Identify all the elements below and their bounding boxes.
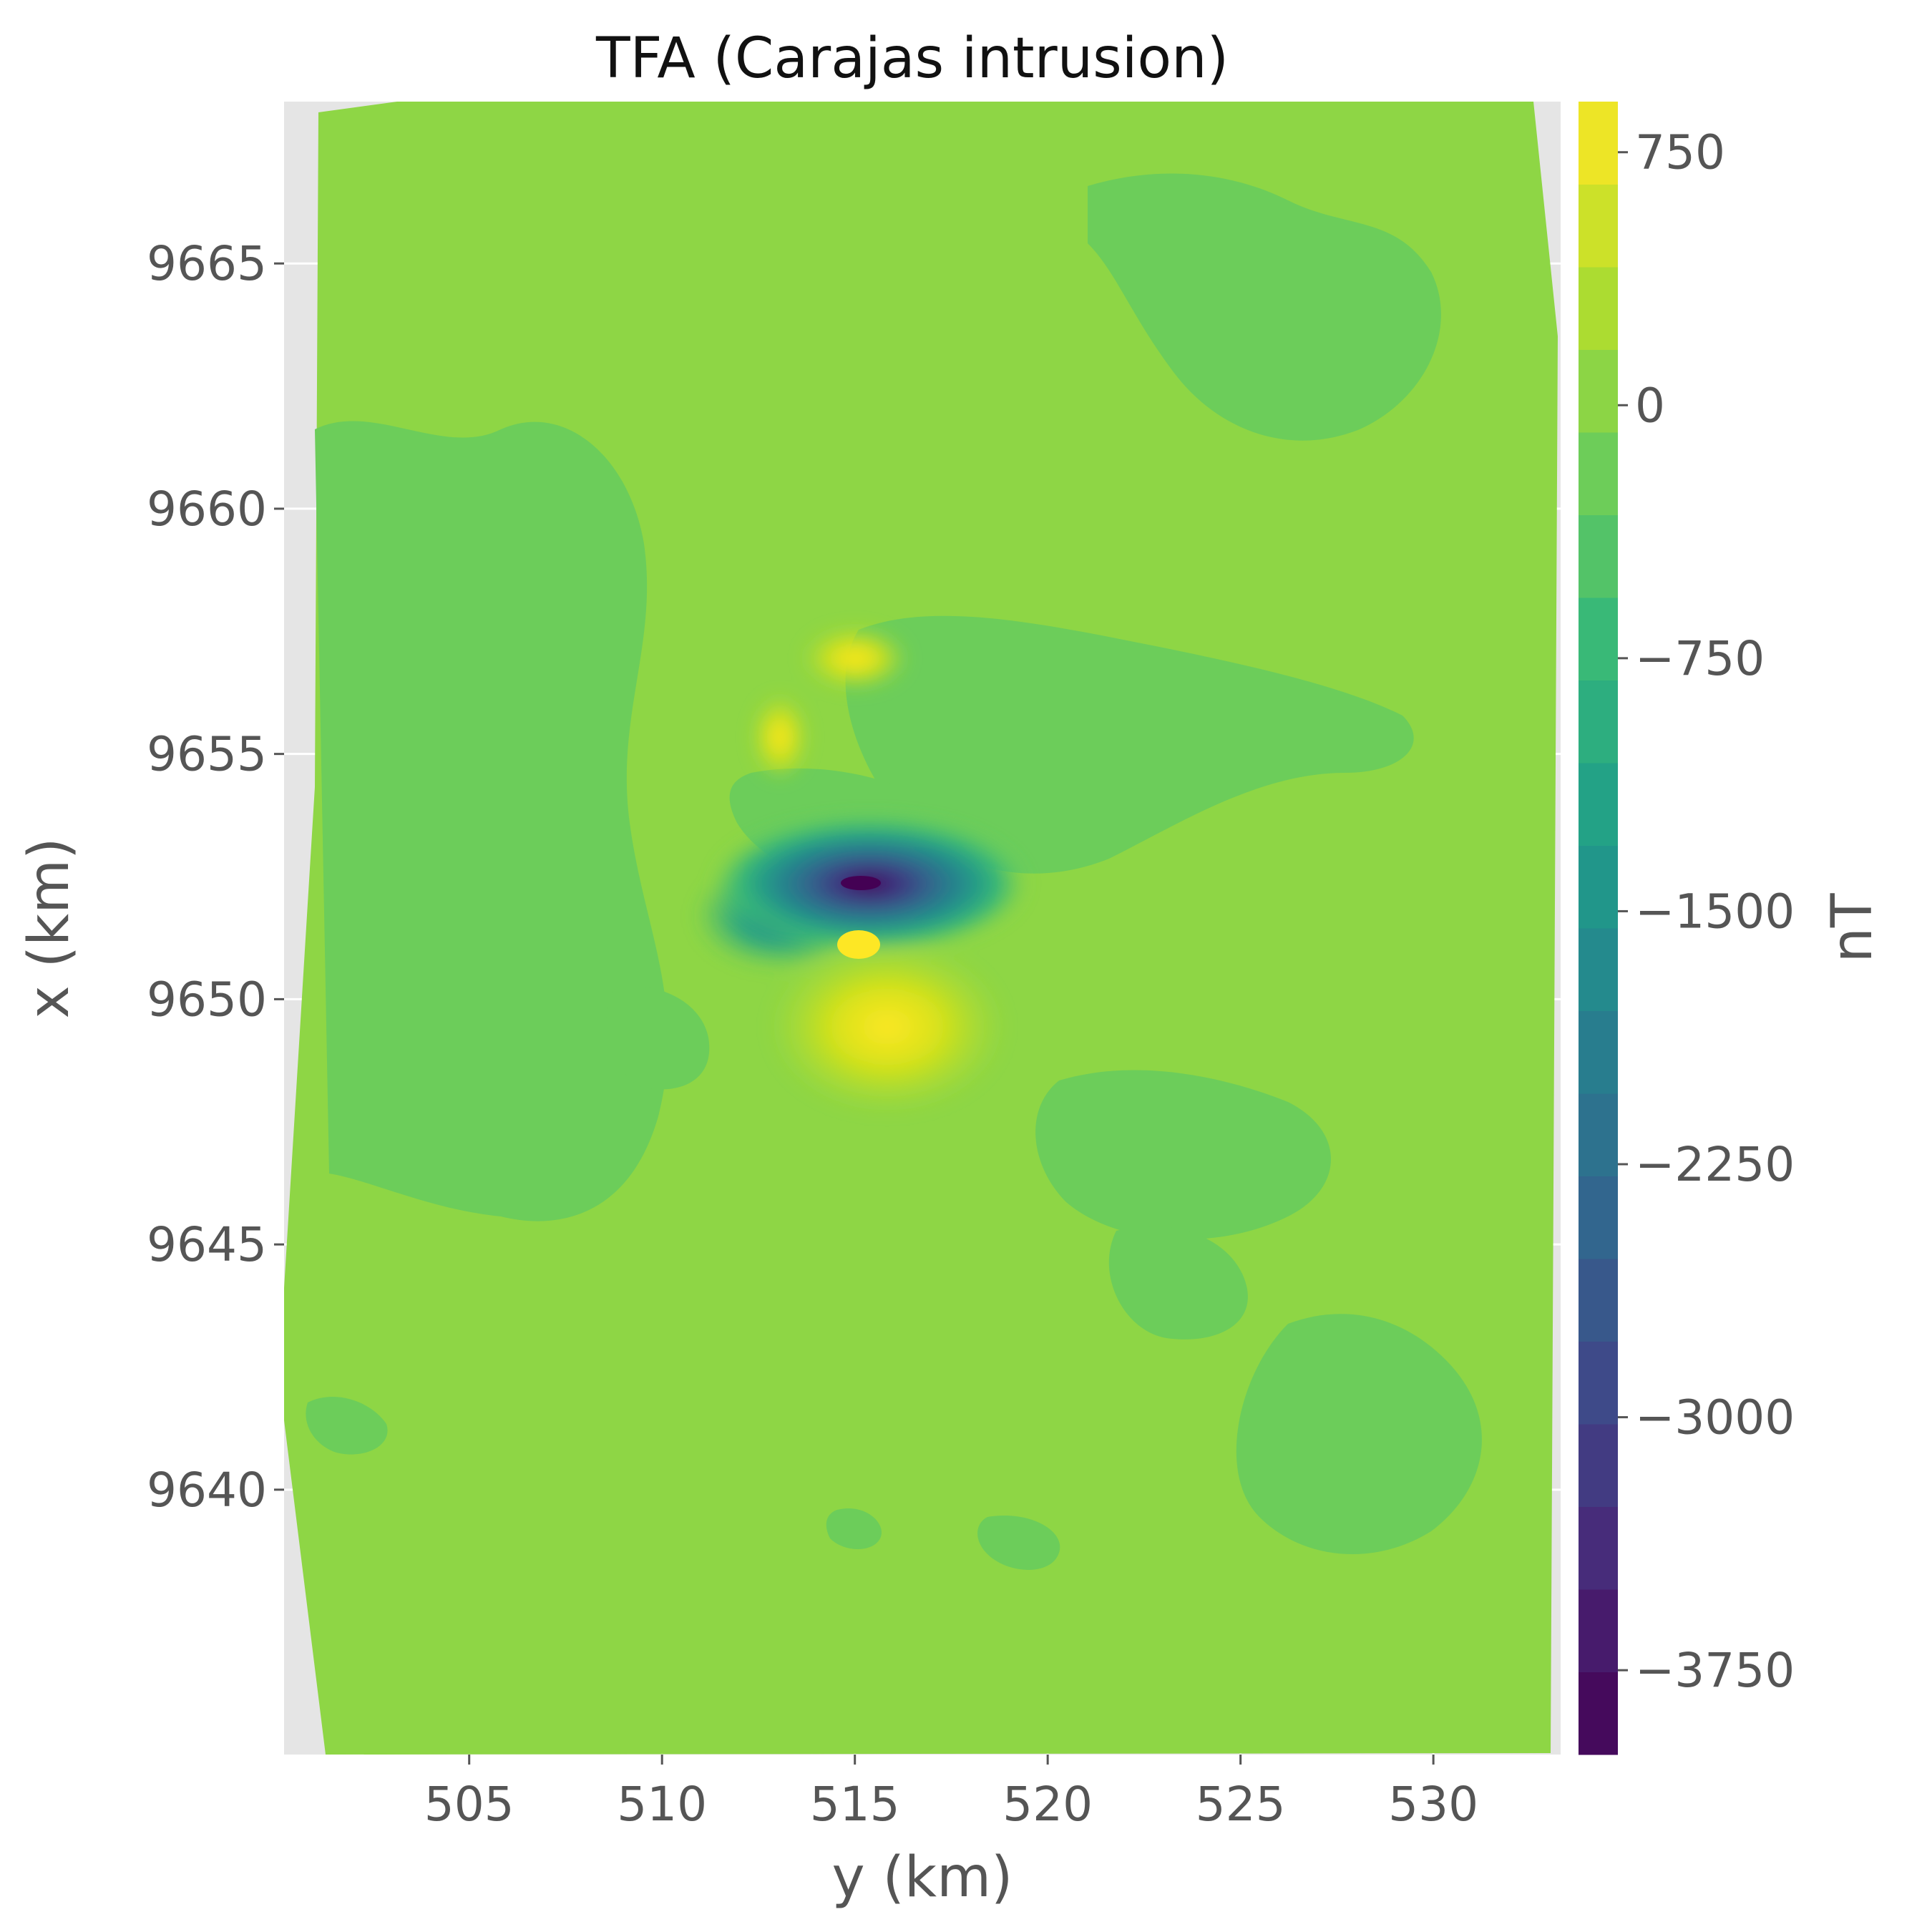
y-tick-label: 9655 — [147, 727, 267, 782]
colorbar-level — [1579, 845, 1618, 929]
colorbar-level — [1579, 1010, 1618, 1094]
colorbar-tick-label: −750 — [1635, 631, 1765, 686]
x-tick-label: 510 — [617, 1777, 707, 1832]
y-tick-label: 9660 — [147, 482, 267, 537]
colorbar — [1579, 102, 1618, 1755]
colorbar-ticks: 750 0 −750 −1500 −2250 −3000 −3750 — [1618, 125, 1795, 1698]
colorbar-tick-label: −2250 — [1635, 1137, 1795, 1192]
colorbar-label: nT — [1820, 893, 1885, 962]
colorbar-level — [1579, 184, 1618, 268]
positive-anomaly-south — [769, 941, 1005, 1113]
colorbar-level — [1579, 1176, 1618, 1259]
y-tick-label: 9665 — [147, 236, 267, 291]
colorbar-level — [1579, 102, 1618, 185]
colorbar-level — [1579, 680, 1618, 763]
y-axis-label: x (km) — [17, 838, 82, 1019]
colorbar-level — [1579, 597, 1618, 680]
colorbar-level — [1579, 928, 1618, 1011]
colorbar-level — [1579, 1506, 1618, 1590]
x-axis-ticks: 505 510 515 520 525 530 — [424, 1755, 1478, 1832]
y-axis-ticks: 9640 9645 9650 9655 9660 9665 — [147, 236, 284, 1518]
colorbar-level — [1579, 1672, 1618, 1755]
colorbar-level — [1579, 1259, 1618, 1342]
colorbar-tick-label: −1500 — [1635, 884, 1795, 939]
colorbar-tick-label: −3000 — [1635, 1390, 1795, 1445]
colorbar-level — [1579, 514, 1618, 598]
colorbar-level — [1579, 267, 1618, 350]
colorbar-tick-label: 0 — [1635, 378, 1665, 433]
colorbar-level — [1579, 1589, 1618, 1672]
y-tick-label: 9645 — [147, 1217, 267, 1272]
positive-anomaly-northwest — [751, 694, 809, 780]
y-tick-label: 9640 — [147, 1463, 267, 1518]
x-tick-label: 505 — [424, 1777, 514, 1832]
chart-title: TFA (Carajas intrusion) — [595, 26, 1229, 91]
colorbar-tick-label: 750 — [1635, 125, 1725, 180]
positive-anomaly-north — [801, 626, 909, 691]
contour-field — [284, 102, 1558, 1755]
x-tick-label: 515 — [810, 1777, 900, 1832]
colorbar-level — [1579, 1424, 1618, 1507]
anomaly-core — [694, 626, 1027, 1113]
colorbar-level — [1579, 432, 1618, 515]
colorbar-tick-label: −3750 — [1635, 1643, 1795, 1698]
x-tick-label: 520 — [1002, 1777, 1093, 1832]
positive-peak — [837, 930, 880, 959]
colorbar-level — [1579, 349, 1618, 433]
colorbar-level — [1579, 763, 1618, 846]
low-anomaly-patches — [306, 173, 1482, 1570]
x-axis-label: y (km) — [832, 1845, 1013, 1910]
y-tick-label: 9650 — [147, 972, 267, 1027]
negative-peak — [841, 876, 881, 890]
colorbar-level — [1579, 1093, 1618, 1176]
x-tick-label: 530 — [1388, 1777, 1478, 1832]
colorbar-level — [1579, 1341, 1618, 1425]
x-tick-label: 525 — [1196, 1777, 1286, 1832]
